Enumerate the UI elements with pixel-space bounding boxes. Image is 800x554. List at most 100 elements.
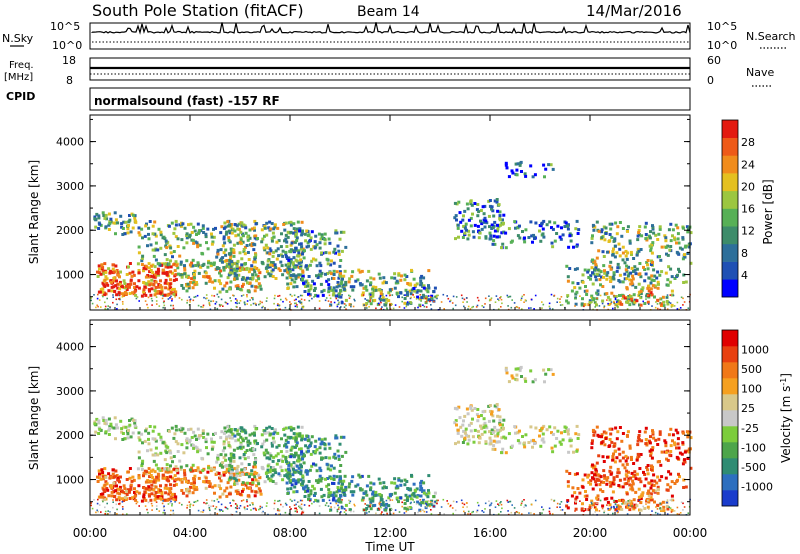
power-echo-cell	[623, 277, 627, 281]
velocity-echo-cell	[257, 487, 261, 491]
velocity-speckle	[477, 504, 480, 507]
velocity-echo-cell	[415, 495, 419, 499]
power-speckle	[553, 294, 556, 297]
colorbar-tick-label: 4	[741, 269, 748, 282]
power-speckle	[542, 303, 545, 306]
velocity-echo-cell	[267, 477, 271, 481]
power-echo-cell	[294, 246, 298, 250]
power-echo-cell	[118, 275, 121, 279]
colorbar-swatch	[722, 120, 738, 138]
power-speckle	[442, 293, 445, 296]
velocity-echo-cell	[157, 490, 161, 494]
velocity-speckle	[380, 506, 382, 509]
velocity-speckle	[467, 513, 469, 515]
power-echo-cell	[523, 240, 527, 244]
power-speckle	[262, 305, 264, 308]
velocity-speckle	[430, 503, 433, 506]
power-echo-cell	[252, 226, 256, 230]
velocity-echo-cell	[637, 436, 641, 440]
velocity-echo-cell	[651, 432, 655, 436]
power-speckle	[138, 300, 140, 302]
power-echo-cell	[257, 268, 261, 272]
power-speckle	[657, 307, 659, 310]
velocity-echo-cell	[252, 431, 256, 435]
power-echo-cell	[270, 239, 274, 243]
power-echo-cell	[495, 235, 499, 239]
power-speckle	[669, 294, 672, 296]
power-speckle	[301, 294, 304, 297]
velocity-echo-cell	[186, 487, 190, 491]
power-echo-cell	[374, 288, 378, 292]
power-echo-cell	[247, 258, 251, 261]
velocity-echo-cell	[284, 426, 288, 430]
colorbar-swatch	[722, 362, 738, 379]
power-speckle	[499, 297, 501, 299]
velocity-speckle	[197, 509, 200, 512]
velocity-echo-cell	[226, 481, 230, 485]
velocity-echo-cell	[670, 498, 674, 502]
power-speckle	[521, 295, 524, 298]
power-echo-cell	[650, 274, 654, 278]
power-echo-cell	[343, 269, 347, 273]
power-echo-cell	[159, 233, 163, 237]
power-echo-cell	[676, 232, 680, 236]
power-echo-cell	[183, 272, 187, 276]
power-speckle	[369, 298, 372, 301]
power-speckle	[301, 305, 304, 308]
power-speckle	[171, 298, 173, 300]
power-echo-cell	[103, 278, 107, 282]
power-echo-cell	[560, 226, 563, 230]
power-echo-cell	[314, 245, 318, 249]
velocity-echo-cell	[236, 446, 240, 450]
velocity-echo-cell	[163, 458, 167, 462]
velocity-echo-cell	[302, 486, 305, 490]
power-echo-cell	[608, 264, 612, 268]
power-echo-cell	[212, 227, 215, 231]
power-echo-cell	[585, 293, 589, 296]
velocity-speckle	[151, 505, 154, 507]
power-echo-cell	[232, 254, 236, 258]
velocity-echo-cell	[214, 431, 217, 435]
velocity-speckle	[170, 500, 172, 503]
power-echo-cell	[349, 285, 353, 289]
velocity-echo-cell	[339, 479, 343, 483]
velocity-speckle	[189, 503, 192, 506]
velocity-echo-cell	[224, 453, 228, 457]
power-echo-cell	[583, 289, 587, 293]
power-echo-cell	[544, 167, 548, 171]
power-echo-cell	[601, 250, 605, 254]
power-echo-cell	[186, 282, 190, 286]
power-echo-cell	[153, 232, 157, 236]
power-echo-cell	[221, 287, 225, 291]
velocity-echo-cell	[387, 504, 391, 508]
velocity-echo-cell	[338, 442, 342, 446]
power-echo-cell	[263, 224, 267, 228]
velocity-echo-cell	[199, 470, 203, 474]
velocity-echo-cell	[332, 455, 336, 459]
power-echo-cell	[412, 277, 416, 281]
power-speckle	[277, 295, 279, 297]
power-echo-cell	[529, 164, 533, 168]
velocity-echo-cell	[531, 445, 534, 449]
velocity-echo-cell	[238, 474, 242, 477]
power-speckle	[208, 301, 211, 304]
power-echo-cell	[292, 285, 296, 289]
power-echo-cell	[467, 233, 471, 237]
velocity-echo-cell	[289, 453, 293, 457]
velocity-echo-cell	[190, 436, 194, 439]
power-speckle	[277, 303, 279, 305]
power-echo-cell	[628, 241, 632, 245]
velocity-echo-cell	[228, 463, 232, 467]
power-echo-cell	[201, 264, 205, 267]
velocity-echo-cell	[496, 414, 500, 418]
power-echo-cell	[371, 287, 375, 291]
power-echo-cell	[618, 302, 622, 306]
velocity-echo-cell	[547, 368, 551, 372]
velocity-echo-cell	[629, 476, 633, 480]
power-echo-cell	[266, 263, 270, 267]
power-speckle	[656, 303, 659, 305]
velocity-echo-cell	[347, 485, 351, 489]
power-echo-cell	[610, 276, 614, 280]
velocity-echo-cell	[615, 437, 619, 441]
power-echo-cell	[664, 239, 668, 243]
